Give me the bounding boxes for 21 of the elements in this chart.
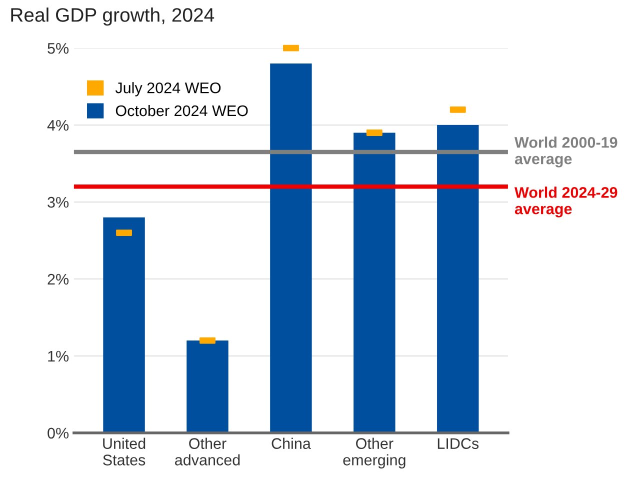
- ref-line-label: World 2024-29 average: [514, 186, 618, 218]
- ref-line-label: World 2000-19 average: [514, 136, 618, 168]
- bar: [270, 63, 312, 433]
- x-tick-label: China: [272, 438, 311, 449]
- x-tick-label: Other emerging: [343, 438, 406, 468]
- y-tick-label: 0%: [48, 428, 69, 439]
- bar: [354, 132, 396, 433]
- y-tick-label: 3%: [48, 196, 69, 208]
- bar: [186, 340, 228, 433]
- y-tick-label: 1%: [48, 350, 69, 362]
- y-tick-label: 4%: [47, 120, 69, 131]
- chart-title: Real GDP growth, 2024: [11, 8, 214, 26]
- y-tick-label: 5%: [48, 43, 69, 54]
- legend-label: October 2024 WEO: [116, 104, 248, 116]
- bar: [103, 217, 145, 433]
- x-tick-label: Other advanced: [175, 438, 240, 466]
- legend-label: July 2024 WEO: [115, 82, 221, 96]
- y-tick-label: 2%: [48, 274, 69, 285]
- x-tick-label: United States: [103, 438, 146, 466]
- bar: [437, 125, 479, 433]
- x-tick-label: LIDCs: [438, 438, 479, 449]
